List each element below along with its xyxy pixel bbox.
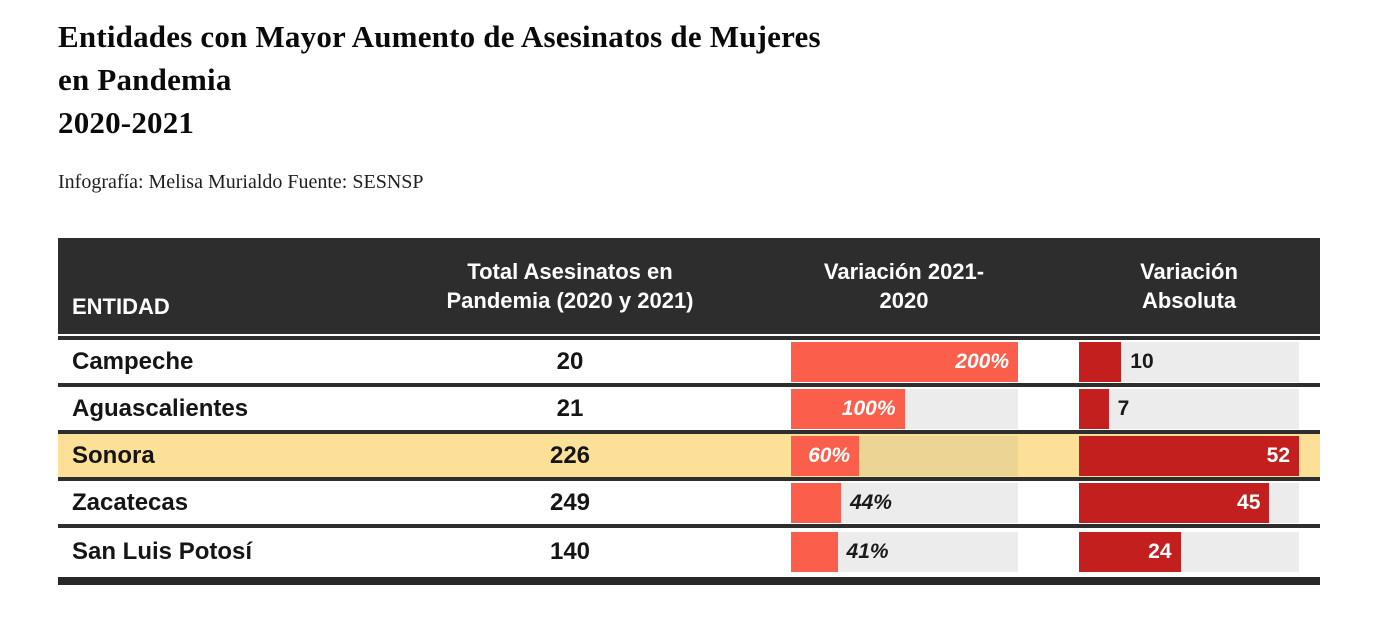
entity-name: Sonora bbox=[72, 441, 155, 469]
total-value: 226 bbox=[549, 441, 591, 469]
variation-bar: 100% bbox=[791, 388, 905, 429]
column-header-variacion: Variación 2021-2020 bbox=[715, 238, 1038, 334]
total-value: 20 bbox=[556, 347, 584, 375]
absolute-bar-track: 45 bbox=[1079, 482, 1299, 523]
entity-name: Campeche bbox=[72, 347, 194, 375]
column-header-total-label: Total Asesinatos en Pandemia (2020 y 202… bbox=[446, 258, 694, 314]
variation-cell: 100% bbox=[715, 388, 1038, 429]
total-value: 140 bbox=[549, 537, 591, 565]
variation-value-label: 100% bbox=[841, 396, 896, 420]
variation-bar bbox=[791, 531, 838, 572]
column-header-absoluta-label: Variación Absoluta bbox=[1140, 258, 1238, 314]
variation-bar: 60% bbox=[791, 435, 860, 476]
variation-bar-track: 41% bbox=[791, 531, 1018, 572]
page-title: Entidades con Mayor Aumento de Asesinato… bbox=[58, 16, 1320, 144]
absolute-cell: 7 bbox=[1038, 388, 1320, 429]
infographic: Entidades con Mayor Aumento de Asesinato… bbox=[58, 16, 1320, 586]
absolute-cell: 24 bbox=[1038, 531, 1320, 572]
absolute-cell: 45 bbox=[1038, 482, 1320, 523]
absolute-cell: 10 bbox=[1038, 341, 1320, 382]
absolute-bar bbox=[1079, 388, 1109, 429]
variation-cell: 44% bbox=[715, 482, 1038, 523]
table-row: San Luis Potosí 140 41% 24 bbox=[58, 528, 1320, 576]
absolute-bar: 45 bbox=[1079, 482, 1270, 523]
absolute-bar-track: 24 bbox=[1079, 531, 1299, 572]
variation-bar: 200% bbox=[791, 341, 1018, 382]
table-row-highlighted: Sonora 226 60% 52 bbox=[58, 434, 1320, 482]
variation-bar-track: 60% bbox=[791, 435, 1018, 476]
table-bottom-rule bbox=[58, 577, 1320, 586]
absolute-cell: 52 bbox=[1038, 435, 1320, 476]
absolute-value-label: 7 bbox=[1117, 396, 1130, 420]
source-credit: Infografía: Melisa Murialdo Fuente: SESN… bbox=[58, 171, 424, 194]
table-body: Campeche 20 200% 10 Aguascalientes 21 100% 7 Son… bbox=[58, 340, 1320, 576]
column-header-entidad: ENTIDAD bbox=[72, 293, 170, 319]
title-line-2: en Pandemia bbox=[58, 61, 232, 97]
total-value: 21 bbox=[556, 394, 584, 422]
variation-cell: 200% bbox=[715, 341, 1038, 382]
absolute-bar: 52 bbox=[1079, 435, 1299, 476]
entity-name: Aguascalientes bbox=[72, 394, 249, 422]
title-line-1: Entidades con Mayor Aumento de Asesinato… bbox=[58, 19, 821, 54]
variation-bar-track: 44% bbox=[791, 482, 1018, 523]
variation-cell: 60% bbox=[715, 435, 1038, 476]
absolute-value-label: 45 bbox=[1237, 490, 1261, 514]
absolute-bar-track: 7 bbox=[1079, 388, 1299, 429]
absolute-bar bbox=[1079, 341, 1122, 382]
entity-name: San Luis Potosí bbox=[72, 537, 253, 565]
title-line-3: 2020-2021 bbox=[58, 104, 195, 140]
header-divider-rule bbox=[58, 336, 1320, 341]
absolute-bar-track: 52 bbox=[1079, 435, 1299, 476]
absolute-value-label: 10 bbox=[1130, 349, 1154, 373]
variation-value-label: 44% bbox=[849, 490, 892, 514]
absolute-value-label: 52 bbox=[1266, 443, 1290, 467]
entity-name: Zacatecas bbox=[72, 488, 189, 516]
absolute-bar-track: 10 bbox=[1079, 341, 1299, 382]
absolute-value-label: 24 bbox=[1148, 539, 1172, 563]
table-row: Aguascalientes 21 100% 7 bbox=[58, 387, 1320, 435]
variation-bar bbox=[791, 482, 841, 523]
table-row: Campeche 20 200% 10 bbox=[58, 340, 1320, 388]
variation-cell: 41% bbox=[715, 531, 1038, 572]
column-header-variacion-label: Variación 2021-2020 bbox=[823, 258, 985, 314]
variation-bar-track: 100% bbox=[791, 388, 1018, 429]
table-row: Zacatecas 249 44% 45 bbox=[58, 481, 1320, 529]
variation-value-label: 41% bbox=[846, 539, 889, 563]
data-table: ENTIDAD Total Asesinatos en Pandemia (20… bbox=[58, 238, 1320, 586]
variation-value-label: 60% bbox=[808, 443, 851, 467]
column-header-absoluta: Variación Absoluta bbox=[1038, 238, 1320, 334]
variation-bar-track: 200% bbox=[791, 341, 1018, 382]
table-header: ENTIDAD Total Asesinatos en Pandemia (20… bbox=[58, 238, 1320, 335]
total-value: 249 bbox=[549, 488, 591, 516]
variation-value-label: 200% bbox=[955, 349, 1009, 373]
column-header-total: Total Asesinatos en Pandemia (2020 y 202… bbox=[425, 238, 715, 334]
absolute-bar: 24 bbox=[1079, 531, 1181, 572]
